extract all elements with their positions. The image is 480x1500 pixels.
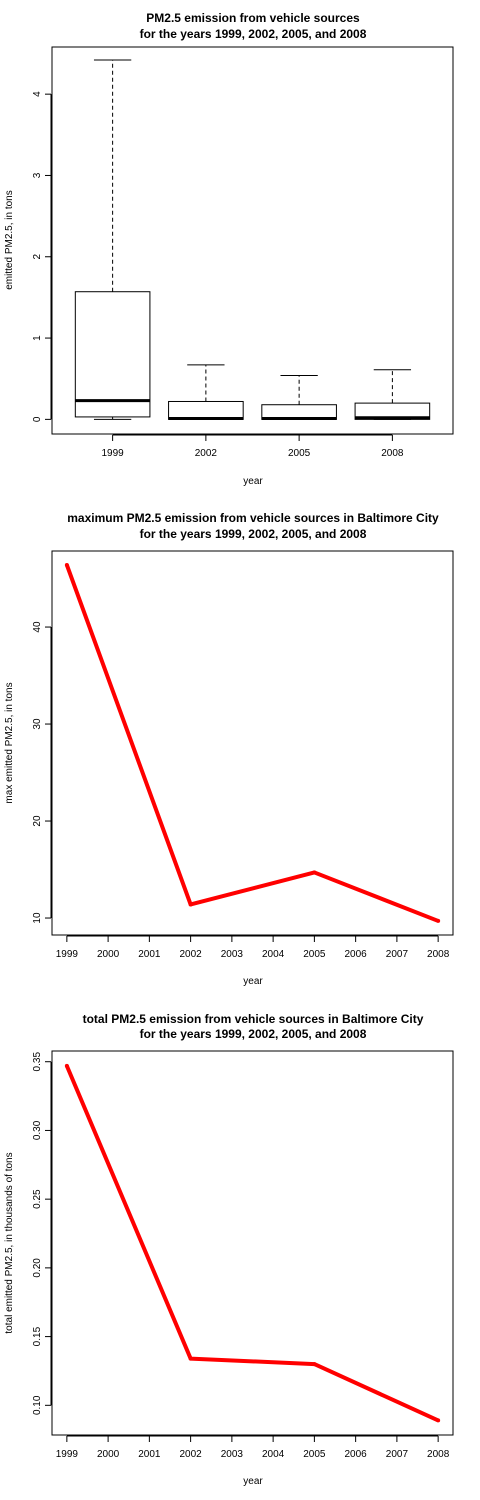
max-line-x-tick-label: 2005: [303, 949, 326, 960]
max-line-title-line2: for the years 1999, 2002, 2005, and 2008: [140, 527, 367, 541]
boxplot-y-tick-label: 4: [32, 91, 43, 97]
box-iqr-rect: [354, 402, 431, 420]
total-line-y-axis: 0.10 0.15 0.20 0.25 0.30 0.35: [32, 1052, 52, 1415]
max-line-x-tick-label: 2006: [345, 949, 368, 960]
total-line-title-line2: for the years 1999, 2002, 2005, and 2008: [140, 1027, 367, 1041]
max-line-x-tick-label: 2004: [262, 949, 285, 960]
max-line-y-axis-label: max emitted PM2.5, in tons: [4, 682, 15, 803]
max-line-y-tick-label: 30: [32, 718, 43, 730]
boxplot-x-axis-label: year: [243, 476, 263, 487]
max-line-x-axis-label: year: [243, 976, 263, 987]
max-line-x-tick-label: 1999: [56, 949, 79, 960]
max-line-x-tick-label: 2002: [179, 949, 202, 960]
total-line-y-tick-label: 0.15: [32, 1326, 43, 1346]
total-line-x-tick-label: 2004: [262, 1449, 285, 1460]
boxplot-y-tick-label: 2: [32, 254, 43, 260]
boxplot-title-line2: for the years 1999, 2002, 2005, and 2008: [140, 27, 367, 41]
max-line-x-tick-label: 2007: [386, 949, 409, 960]
box-2005: [261, 374, 337, 421]
boxplot-x-tick-label: 1999: [101, 448, 124, 459]
total-line-x-tick-label: 2001: [138, 1449, 161, 1460]
boxplot-y-axis-label: emitted PM2.5, in tons: [4, 190, 15, 290]
max-line-plot-frame: [51, 550, 454, 936]
total-line-x-tick-label: 1999: [56, 1449, 79, 1460]
boxplot-y-tick-label: 0: [32, 416, 43, 422]
boxplot-plot-frame: [51, 46, 454, 435]
boxplot-title-line1: PM2.5 emission from vehicle sources: [146, 11, 360, 25]
boxplot-x-axis: 1999 2002 2005 2008: [101, 434, 404, 459]
max-line-y-axis: 10 20 30 40: [32, 621, 52, 924]
total-line-series-line: [65, 1065, 439, 1423]
total-line-x-axis: 1999 2000 2001 2002 2003 2004 2005 2006 2007 2008: [56, 1435, 450, 1460]
total-line-data-point: [188, 1356, 193, 1361]
total-line-x-tick-label: 2000: [97, 1449, 120, 1460]
total-line-x-tick-label: 2003: [221, 1449, 244, 1460]
box-1999: [74, 59, 151, 420]
box-2002: [168, 364, 244, 421]
boxplot-x-tick-label: 2005: [288, 448, 311, 459]
max-line-y-tick-label: 20: [32, 815, 43, 827]
box-iqr-rect: [168, 400, 244, 420]
total-line-x-tick-label: 2002: [179, 1449, 202, 1460]
total-line-panel: total PM2.5 emission from vehicle source…: [4, 1012, 454, 1487]
total-line-title-line1: total PM2.5 emission from vehicle source…: [83, 1012, 424, 1026]
max-line-data-point: [436, 918, 441, 923]
total-line-y-tick-label: 0.10: [32, 1395, 43, 1415]
total-line-data-point: [312, 1362, 317, 1367]
total-line-data-point: [436, 1418, 441, 1423]
total-line-y-tick-label: 0.20: [32, 1258, 43, 1278]
boxplot-panel: PM2.5 emission from vehicle sources for …: [4, 11, 454, 487]
max-line-title-line1: maximum PM2.5 emission from vehicle sour…: [67, 511, 439, 525]
boxplot-y-axis: 0 1 2 3 4: [32, 91, 52, 422]
total-line-x-axis-label: year: [243, 1476, 263, 1487]
max-line-x-axis: 1999 2000 2001 2002 2003 2004 2005 2006 2007 2008: [56, 935, 450, 960]
total-line-y-tick-label: 0.35: [32, 1052, 43, 1072]
box-iqr-rect: [74, 291, 151, 418]
total-line-series: [64, 1063, 441, 1423]
max-line-series-line: [64, 564, 439, 923]
max-line-x-tick-label: 2003: [221, 949, 244, 960]
total-line-plot-frame: [51, 1050, 454, 1436]
total-line-y-axis-label: total emitted PM2.5, in thousands of ton…: [4, 1152, 15, 1333]
max-line-x-tick-label: 2001: [138, 949, 161, 960]
max-line-data-point: [64, 562, 69, 567]
max-line-y-tick-label: 10: [32, 912, 43, 924]
max-line-x-tick-label: 2000: [97, 949, 120, 960]
total-line-y-tick-label: 0.30: [32, 1120, 43, 1140]
max-line-series: [64, 562, 441, 923]
boxplot-y-tick-label: 3: [32, 172, 43, 178]
boxplot-boxes: [74, 59, 431, 421]
total-line-x-tick-label: 2007: [386, 1449, 409, 1460]
boxplot-x-tick-label: 2002: [195, 448, 218, 459]
total-line-data-point: [64, 1063, 69, 1068]
max-line-x-tick-label: 2008: [427, 949, 450, 960]
box-2008: [354, 369, 431, 420]
boxplot-x-tick-label: 2008: [381, 448, 404, 459]
total-line-x-tick-label: 2005: [303, 1449, 326, 1460]
max-line-y-tick-label: 40: [32, 621, 43, 633]
boxplot-y-tick-label: 1: [32, 335, 43, 341]
total-line-x-tick-label: 2006: [345, 1449, 368, 1460]
max-line-panel: maximum PM2.5 emission from vehicle sour…: [4, 511, 454, 987]
total-line-y-tick-label: 0.25: [32, 1189, 43, 1209]
max-line-data-point: [188, 902, 193, 907]
total-line-x-tick-label: 2008: [427, 1449, 450, 1460]
max-line-data-point: [312, 870, 317, 875]
